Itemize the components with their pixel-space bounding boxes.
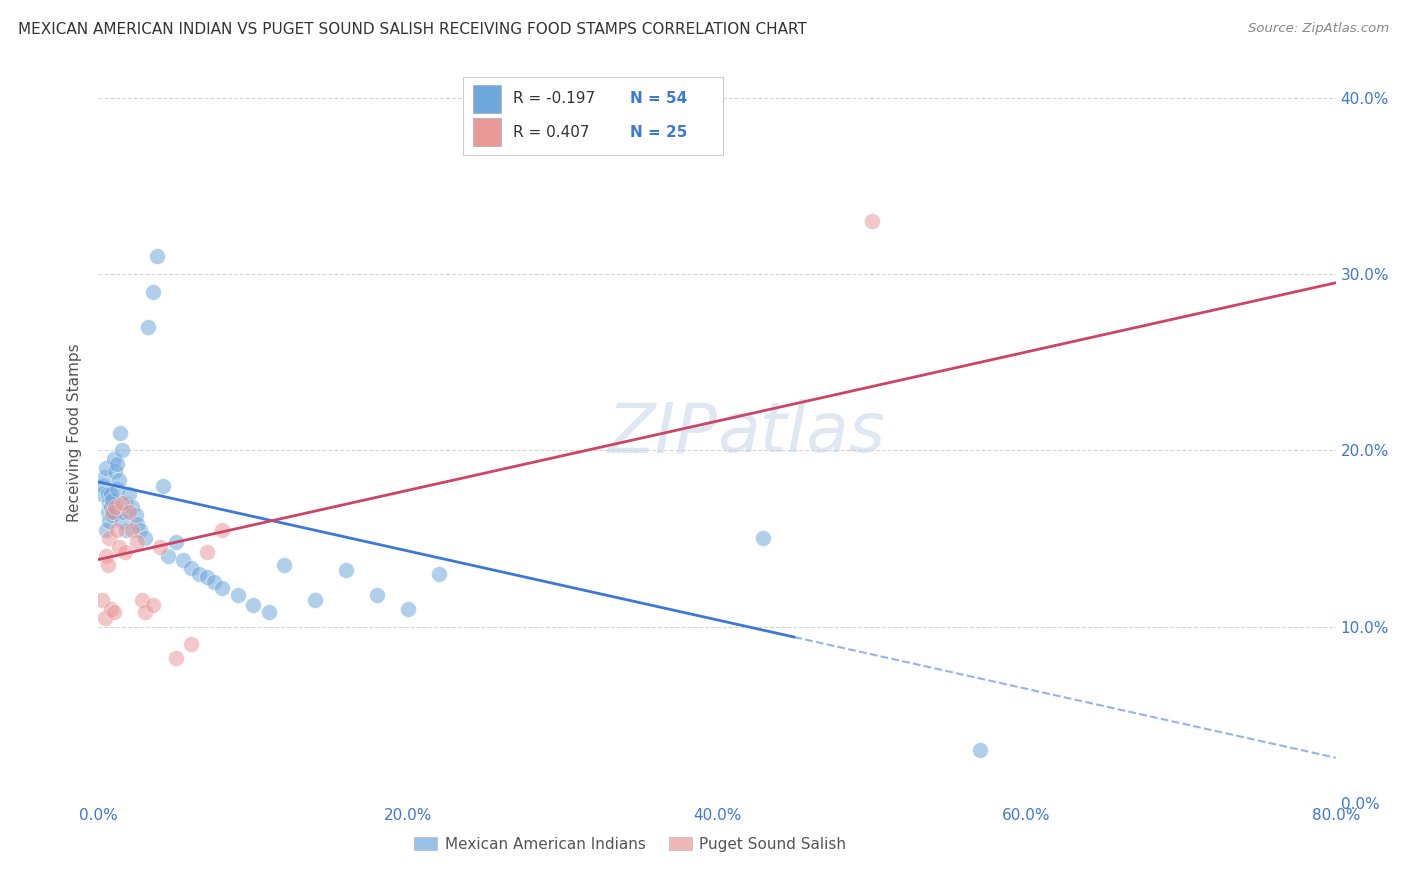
- Y-axis label: Receiving Food Stamps: Receiving Food Stamps: [67, 343, 83, 522]
- Point: [90, 487, 112, 501]
- Point: [860, 214, 883, 228]
- Text: R = -0.197: R = -0.197: [513, 91, 595, 106]
- Point: [157, 549, 180, 563]
- Point: [257, 606, 280, 620]
- Point: [273, 558, 295, 572]
- Text: N = 54: N = 54: [630, 91, 688, 106]
- Point: [96, 523, 118, 537]
- Point: [100, 602, 122, 616]
- Legend: Mexican American Indians, Puget Sound Salish: Mexican American Indians, Puget Sound Sa…: [408, 830, 852, 858]
- Point: [111, 496, 132, 510]
- Point: [172, 552, 194, 566]
- Point: [103, 505, 125, 519]
- Point: [188, 566, 211, 581]
- Point: [335, 563, 357, 577]
- Point: [105, 458, 128, 472]
- Point: [134, 532, 156, 546]
- Point: [111, 443, 132, 458]
- Point: [141, 285, 165, 299]
- Point: [90, 593, 112, 607]
- Point: [93, 469, 115, 483]
- Point: [396, 602, 419, 616]
- Point: [165, 651, 187, 665]
- Point: [118, 505, 141, 519]
- Point: [97, 558, 120, 572]
- Point: [101, 508, 124, 523]
- Point: [112, 505, 135, 519]
- Point: [97, 505, 120, 519]
- Text: MEXICAN AMERICAN INDIAN VS PUGET SOUND SALISH RECEIVING FOOD STAMPS CORRELATION : MEXICAN AMERICAN INDIAN VS PUGET SOUND S…: [18, 22, 807, 37]
- Point: [96, 461, 118, 475]
- Point: [103, 452, 125, 467]
- Point: [121, 500, 143, 514]
- Point: [105, 482, 128, 496]
- Point: [146, 249, 169, 263]
- Text: N = 25: N = 25: [630, 125, 688, 139]
- Point: [226, 588, 249, 602]
- Point: [96, 549, 118, 563]
- Point: [131, 593, 153, 607]
- Point: [114, 545, 136, 559]
- Point: [141, 599, 165, 613]
- Point: [211, 581, 233, 595]
- Point: [105, 523, 128, 537]
- Point: [91, 478, 114, 492]
- Point: [98, 532, 121, 546]
- Text: ZIP: ZIP: [607, 399, 717, 467]
- Point: [98, 496, 121, 510]
- Text: atlas: atlas: [717, 399, 884, 467]
- Text: R = 0.407: R = 0.407: [513, 125, 589, 139]
- Point: [152, 478, 174, 492]
- Point: [97, 487, 120, 501]
- Point: [114, 496, 136, 510]
- Point: [103, 606, 125, 620]
- Point: [127, 535, 149, 549]
- Point: [111, 514, 132, 528]
- Point: [134, 606, 156, 620]
- Point: [98, 514, 121, 528]
- Point: [101, 505, 124, 519]
- Point: [969, 743, 991, 757]
- Point: [127, 517, 149, 532]
- Point: [195, 570, 218, 584]
- Text: Source: ZipAtlas.com: Source: ZipAtlas.com: [1249, 22, 1389, 36]
- Point: [121, 523, 143, 537]
- Point: [204, 575, 226, 590]
- Point: [124, 508, 146, 523]
- Point: [108, 425, 131, 440]
- Point: [195, 545, 218, 559]
- Point: [129, 523, 152, 537]
- Point: [242, 599, 264, 613]
- Bar: [474, 85, 501, 112]
- Point: [149, 540, 172, 554]
- Point: [100, 487, 122, 501]
- FancyBboxPatch shape: [464, 78, 723, 155]
- Point: [211, 523, 233, 537]
- Point: [115, 523, 138, 537]
- Point: [752, 532, 775, 546]
- Point: [136, 319, 159, 334]
- Point: [107, 473, 129, 487]
- Point: [107, 540, 129, 554]
- Point: [101, 492, 124, 507]
- Point: [118, 487, 141, 501]
- Point: [180, 637, 202, 651]
- Point: [104, 464, 127, 478]
- Point: [104, 500, 127, 514]
- Point: [93, 610, 115, 624]
- Point: [304, 593, 326, 607]
- Point: [366, 588, 388, 602]
- Point: [100, 500, 122, 514]
- Point: [165, 535, 187, 549]
- Point: [427, 566, 450, 581]
- Point: [180, 561, 202, 575]
- Bar: [474, 118, 501, 146]
